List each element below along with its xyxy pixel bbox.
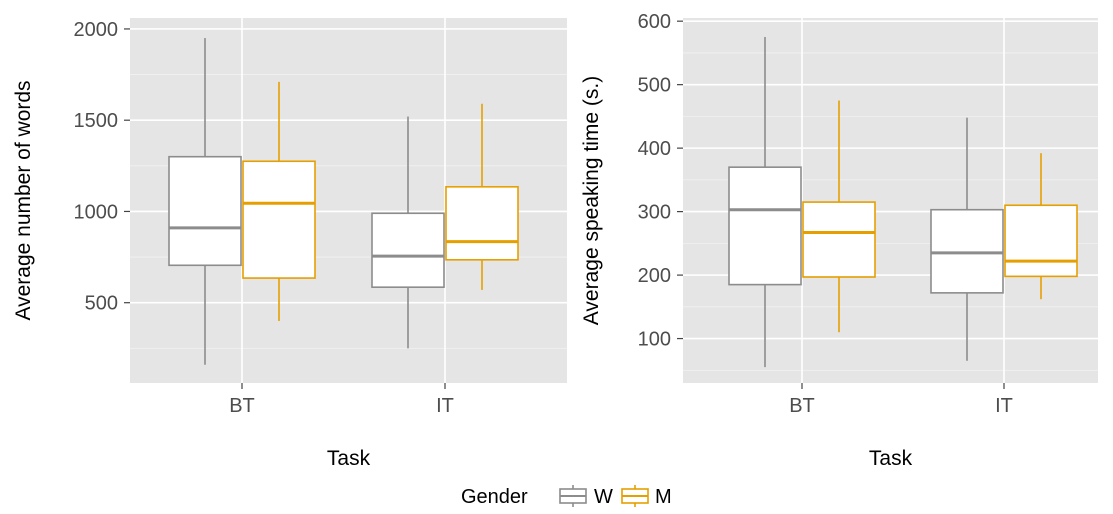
y-tick-label: 1000 (74, 201, 119, 223)
box-m-bt (242, 81, 316, 321)
y-tick-label: 2000 (74, 19, 119, 41)
legend-label-w: W (594, 486, 613, 508)
box-iqr (728, 166, 802, 286)
box-m-it (1004, 153, 1078, 300)
y-tick-label: 400 (638, 138, 671, 160)
panel-average-words: 500 1000 1500 2000 BT IT Task Average number of… (12, 18, 567, 470)
box-iqr (371, 212, 445, 288)
y-tick-label: 600 (638, 11, 671, 33)
x-tick-label-bt: BT (789, 395, 815, 417)
legend-key-m (621, 485, 649, 507)
box-iqr (445, 186, 519, 261)
legend-label-m: M (655, 486, 672, 508)
y-tick-label: 1500 (74, 110, 119, 132)
box-w-bt (168, 38, 242, 365)
y-tick-label: 500 (85, 293, 118, 315)
box-m-it (445, 103, 519, 290)
y-tick-label: 200 (638, 265, 671, 287)
x-axis-title: Task (327, 447, 371, 470)
box-iqr (168, 155, 242, 267)
y-axis-title: Average number of words (12, 80, 35, 320)
box-iqr (802, 201, 876, 278)
box-iqr (242, 160, 316, 279)
box-iqr (1004, 204, 1078, 278)
y-tick-label: 100 (638, 329, 671, 351)
x-tick-label-it: IT (436, 395, 454, 417)
legend-key-w (559, 485, 587, 507)
box-m-bt (802, 100, 876, 333)
x-axis-title: Task (869, 447, 913, 470)
legend-title: Gender (461, 486, 528, 508)
x-tick-label-it: IT (995, 395, 1013, 417)
box-w-it (930, 117, 1004, 361)
y-axis-title: Average speaking time (s.) (580, 76, 603, 325)
panel-speaking-time: 100 200 300 400 500 600 BT IT Task Average speaki… (580, 11, 1098, 470)
box-w-it (371, 116, 445, 349)
x-tick-label-bt: BT (229, 395, 255, 417)
y-tick-label: 500 (638, 75, 671, 97)
box-iqr (930, 208, 1004, 294)
y-tick-label: 300 (638, 202, 671, 224)
box-w-bt (728, 37, 802, 368)
legend: Gender W M (461, 485, 672, 508)
